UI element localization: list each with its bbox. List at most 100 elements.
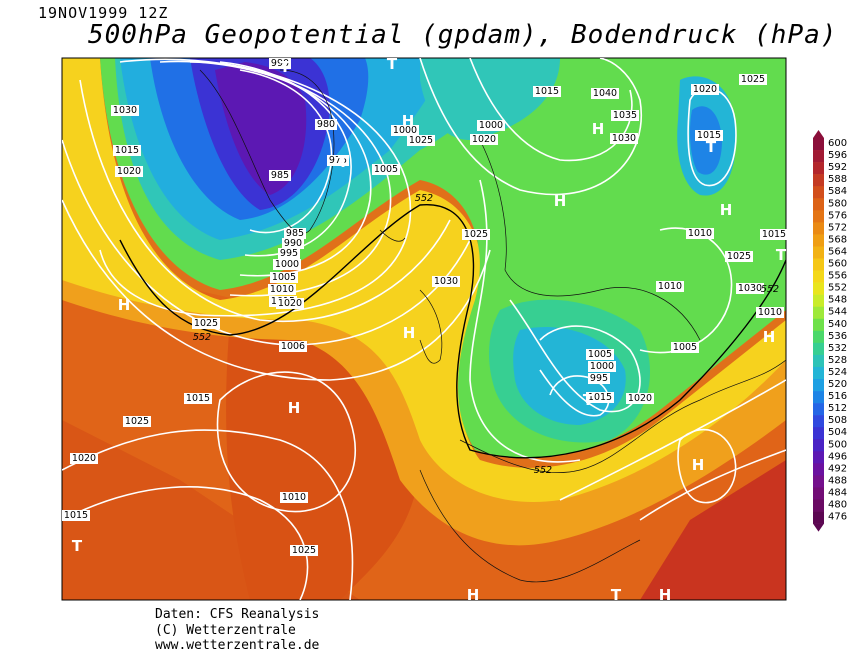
colorbar-tick-label: 584 xyxy=(828,186,847,197)
colorbar-tick-label: 588 xyxy=(828,174,847,185)
isobar-label: 1025 xyxy=(727,251,751,262)
isobar-label: 1020 xyxy=(117,166,141,177)
isobar-label: 990 xyxy=(284,238,302,249)
isobar-label: 1006 xyxy=(281,341,305,352)
isobar-label-bg xyxy=(192,318,220,329)
isobar-label-bg xyxy=(610,133,638,144)
isobar-label: 995 xyxy=(280,248,298,259)
isobar-label-bg xyxy=(611,110,639,121)
colorbar-tick-label: 552 xyxy=(828,283,847,294)
high-pressure-marker: H xyxy=(467,586,480,604)
isobar-label-bg xyxy=(656,281,684,292)
isobar-label: 975 xyxy=(329,155,347,166)
colorbar-tick-label: 492 xyxy=(828,463,847,474)
colorbar-swatch xyxy=(813,294,824,307)
colorbar-swatch xyxy=(813,150,824,163)
colorbar-tick-label: 544 xyxy=(828,307,847,318)
colorbar-tick-label: 576 xyxy=(828,210,847,221)
isobar-label: 1005 xyxy=(588,349,612,360)
high-pressure-marker: H xyxy=(403,324,416,342)
isobar-label: 1015 xyxy=(186,393,210,404)
geopotential-label: 552 xyxy=(193,332,211,343)
colorbar-swatch xyxy=(813,499,824,512)
isobar-label-bg xyxy=(407,135,435,146)
isobar-label-bg xyxy=(315,119,337,130)
isobar-label-bg xyxy=(432,276,460,287)
timestamp: 19NOV1999 12Z xyxy=(38,4,169,22)
colorbar-tick-label: 528 xyxy=(828,355,847,366)
isobar-label: 1035 xyxy=(613,110,637,121)
high-pressure-marker: H xyxy=(720,201,733,219)
colorbar-swatch xyxy=(813,354,824,368)
isobar-label-bg xyxy=(284,228,306,239)
isobar-label: 1000 xyxy=(590,361,614,372)
high-pressure-marker: H xyxy=(659,586,672,604)
colorbar-tick-label: 600 xyxy=(828,138,847,149)
isobar-label: 1025 xyxy=(409,135,433,146)
colorbar-tick-label: 592 xyxy=(828,162,847,173)
isobar-label: 1000 xyxy=(393,125,417,136)
isobar-label-bg xyxy=(113,145,141,156)
colorbar-swatch xyxy=(813,451,824,464)
colorbar-swatch xyxy=(813,222,824,235)
colorbar-swatch xyxy=(813,463,824,476)
high-pressure-marker: H xyxy=(692,456,705,474)
high-pressure-marker: H xyxy=(592,120,605,138)
isobar-label-bg xyxy=(280,492,308,503)
isobar-label-bg xyxy=(686,228,714,239)
isobar-label-bg xyxy=(588,361,616,372)
colorbar-tick-label: 504 xyxy=(828,427,847,438)
colorbar-swatch xyxy=(813,366,824,380)
geopotential-labels: 552 552 552 552 xyxy=(193,193,779,476)
footer-copyright: (C) Wetterzentrale xyxy=(155,622,296,638)
colorbar-tick-label: 476 xyxy=(828,512,847,523)
colorbar-top-arrow xyxy=(813,130,824,138)
colorbar-swatch xyxy=(813,246,824,259)
isobar-label: 1020 xyxy=(628,393,652,404)
high-pressure-marker: H xyxy=(118,296,131,314)
isobar-label: 995 xyxy=(590,373,608,384)
map-title: 500hPa Geopotential (gpdam), Bodendruck … xyxy=(88,20,838,50)
low-pressure-marker: T xyxy=(776,246,787,264)
colorbar: 6005965925885845805765725685645605565525… xyxy=(813,130,847,532)
colorbar-tick-label: 524 xyxy=(828,367,847,378)
isobar-label-bg xyxy=(327,155,349,166)
isobar-label: 1015 xyxy=(697,130,721,141)
isobar-label-bg xyxy=(462,229,490,240)
colorbar-tick-label: 496 xyxy=(828,451,847,462)
isobar-label-bg xyxy=(273,259,301,270)
isobar-label: 1025 xyxy=(125,416,149,427)
colorbar-tick-label: 512 xyxy=(828,403,847,414)
high-pressure-marker: H xyxy=(402,112,415,130)
low-pressure-marker: T xyxy=(280,58,291,76)
colorbar-swatch xyxy=(813,258,824,271)
colorbar-swatch xyxy=(813,379,824,392)
colorbar-bottom-arrow xyxy=(813,523,824,532)
colorbar-swatch xyxy=(813,475,824,488)
isobar-label: 985 xyxy=(286,228,304,239)
isobar-label: 1025 xyxy=(194,318,218,329)
isobar-label: 1005 xyxy=(272,272,296,283)
isobar-label-bg xyxy=(736,283,764,294)
isobar-label: 1020 xyxy=(278,298,302,309)
colorbar-swatch xyxy=(813,511,824,524)
colorbar-tick-label: 568 xyxy=(828,234,847,245)
colorbar-swatch xyxy=(813,186,824,199)
colorbar-swatch xyxy=(813,487,824,500)
colorbar-swatch xyxy=(813,342,824,356)
colorbar-tick-label: 532 xyxy=(828,343,847,354)
colorbar-tick-label: 540 xyxy=(828,319,847,330)
footer-website: www.wetterzentrale.de xyxy=(155,638,320,653)
colorbar-swatch xyxy=(813,427,824,440)
high-pressure-marker: H xyxy=(763,328,776,346)
colorbar-tick-label: 488 xyxy=(828,475,847,486)
isobar-label: 1010 xyxy=(688,228,712,239)
colorbar-swatch xyxy=(813,403,824,416)
colorbar-swatch xyxy=(813,174,824,187)
low-pressure-marker: T xyxy=(387,55,398,73)
colorbar-swatch xyxy=(813,270,824,283)
colorbar-swatch xyxy=(813,330,824,344)
isobar-label: 1005 xyxy=(673,342,697,353)
isobar-label: 1020 xyxy=(472,134,496,145)
high-pressure-marker: H xyxy=(288,399,301,417)
